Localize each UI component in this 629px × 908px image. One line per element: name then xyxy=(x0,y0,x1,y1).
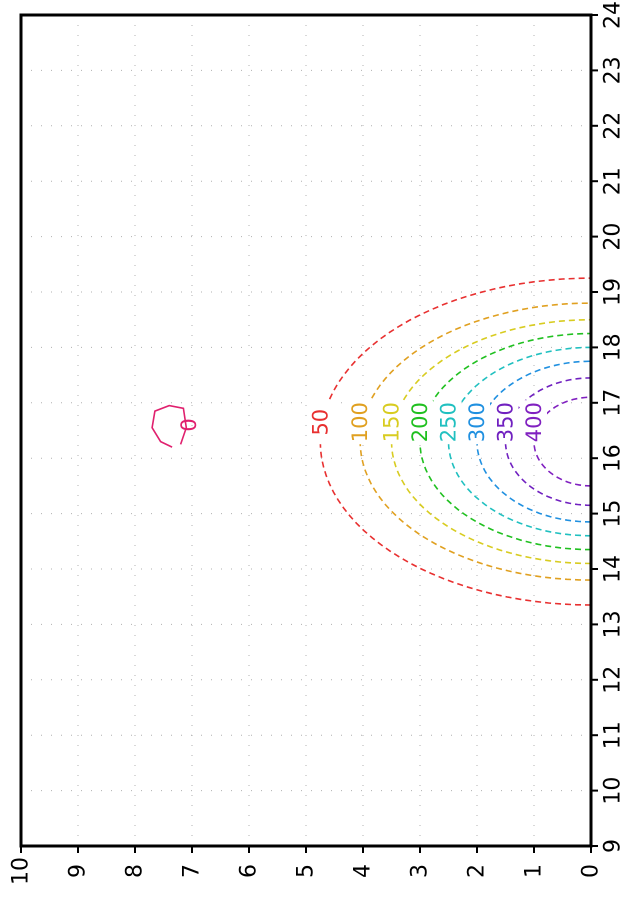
x-tick-label-20: 20 xyxy=(601,223,626,251)
contour-line-150 xyxy=(390,318,592,565)
contour-label-bg-400 xyxy=(521,400,547,445)
contour-label-350: 350 xyxy=(494,402,518,442)
x-tick-label-16: 16 xyxy=(601,444,626,472)
y-tick-label-2: 2 xyxy=(465,864,490,878)
x-tick-label-13: 13 xyxy=(601,610,626,638)
y-tick-label-3: 3 xyxy=(408,864,433,878)
x-tick-label-11: 11 xyxy=(601,721,626,749)
y-tick-label-1: 1 xyxy=(522,864,547,878)
contour-label-0: 0 xyxy=(177,418,201,431)
contour-line-250 xyxy=(447,346,592,537)
contour-label-100: 100 xyxy=(348,402,372,442)
x-tick-label-9: 9 xyxy=(601,839,626,853)
contour-label-bg-250 xyxy=(435,400,462,445)
contour-line-350 xyxy=(504,377,592,507)
contour-label-bg-300 xyxy=(464,400,490,445)
x-tick-label-10: 10 xyxy=(601,777,626,805)
contour-line-50 xyxy=(319,277,592,606)
contour-label-bg-100 xyxy=(347,400,374,445)
x-tick-label-21: 21 xyxy=(601,167,626,195)
x-tick-label-12: 12 xyxy=(601,666,626,694)
x-tick-label-19: 19 xyxy=(601,278,626,306)
y-tick-label-5: 5 xyxy=(294,864,319,878)
x-tick-label-22: 22 xyxy=(601,112,626,140)
contour-label-bg-150 xyxy=(378,400,405,445)
contour-line-400 xyxy=(533,396,592,487)
x-tick-label-18: 18 xyxy=(601,333,626,361)
contour-label-bg-50 xyxy=(307,400,334,445)
axis-ticks xyxy=(20,14,598,853)
contour-label-50: 50 xyxy=(308,409,332,436)
axis-tick-labels: 9101112131415161718192021222324012345678… xyxy=(9,1,626,885)
contour-label-250: 250 xyxy=(437,402,461,442)
x-tick-label-15: 15 xyxy=(601,500,626,528)
x-tick-label-14: 14 xyxy=(601,555,626,583)
y-tick-label-0: 0 xyxy=(579,864,604,878)
x-tick-label-24: 24 xyxy=(601,1,626,29)
contour-label-150: 150 xyxy=(380,402,404,442)
y-tick-label-6: 6 xyxy=(237,864,262,878)
y-tick-label-7: 7 xyxy=(180,864,205,878)
y-tick-label-8: 8 xyxy=(123,864,148,878)
contour-label-bg-350 xyxy=(492,400,519,445)
contour-line-0 xyxy=(151,404,188,448)
y-tick-label-4: 4 xyxy=(351,864,376,878)
contour-label-200: 200 xyxy=(408,402,432,442)
contour-label-300: 300 xyxy=(465,402,489,442)
contour-label-400: 400 xyxy=(522,402,546,442)
contour-lines: 50 100 150 200 250 300 350 400 0 xyxy=(151,277,592,606)
y-tick-label-10: 10 xyxy=(9,857,34,885)
y-tick-label-9: 9 xyxy=(66,864,91,878)
x-tick-label-23: 23 xyxy=(601,56,626,84)
contour-label-bg-200 xyxy=(407,400,433,445)
x-tick-label-17: 17 xyxy=(601,389,626,417)
